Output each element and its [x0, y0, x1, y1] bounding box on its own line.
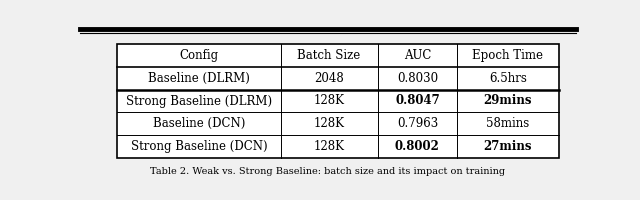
Text: Table 2. Weak vs. Strong Baseline: batch size and its impact on training: Table 2. Weak vs. Strong Baseline: batch…	[150, 167, 506, 176]
Text: 6.5hrs: 6.5hrs	[489, 72, 527, 85]
Text: Strong Baseline (DCN): Strong Baseline (DCN)	[131, 140, 267, 153]
Text: 0.8002: 0.8002	[395, 140, 440, 153]
Text: 128K: 128K	[314, 95, 344, 108]
Text: Batch Size: Batch Size	[298, 49, 361, 62]
Text: Baseline (DCN): Baseline (DCN)	[153, 117, 245, 130]
Text: Baseline (DLRM): Baseline (DLRM)	[148, 72, 250, 85]
Text: AUC: AUC	[404, 49, 431, 62]
Text: 2048: 2048	[314, 72, 344, 85]
Text: Strong Baseline (DLRM): Strong Baseline (DLRM)	[126, 95, 272, 108]
Text: 58mins: 58mins	[486, 117, 529, 130]
Text: 27mins: 27mins	[484, 140, 532, 153]
Text: 0.8047: 0.8047	[395, 95, 440, 108]
Bar	[117, 44, 559, 158]
Text: 0.7963: 0.7963	[397, 117, 438, 130]
Text: 128K: 128K	[314, 140, 344, 153]
Text: 0.8030: 0.8030	[397, 72, 438, 85]
Text: 29mins: 29mins	[484, 95, 532, 108]
Text: 128K: 128K	[314, 117, 344, 130]
Text: Config: Config	[179, 49, 218, 62]
Text: Epoch Time: Epoch Time	[472, 49, 543, 62]
